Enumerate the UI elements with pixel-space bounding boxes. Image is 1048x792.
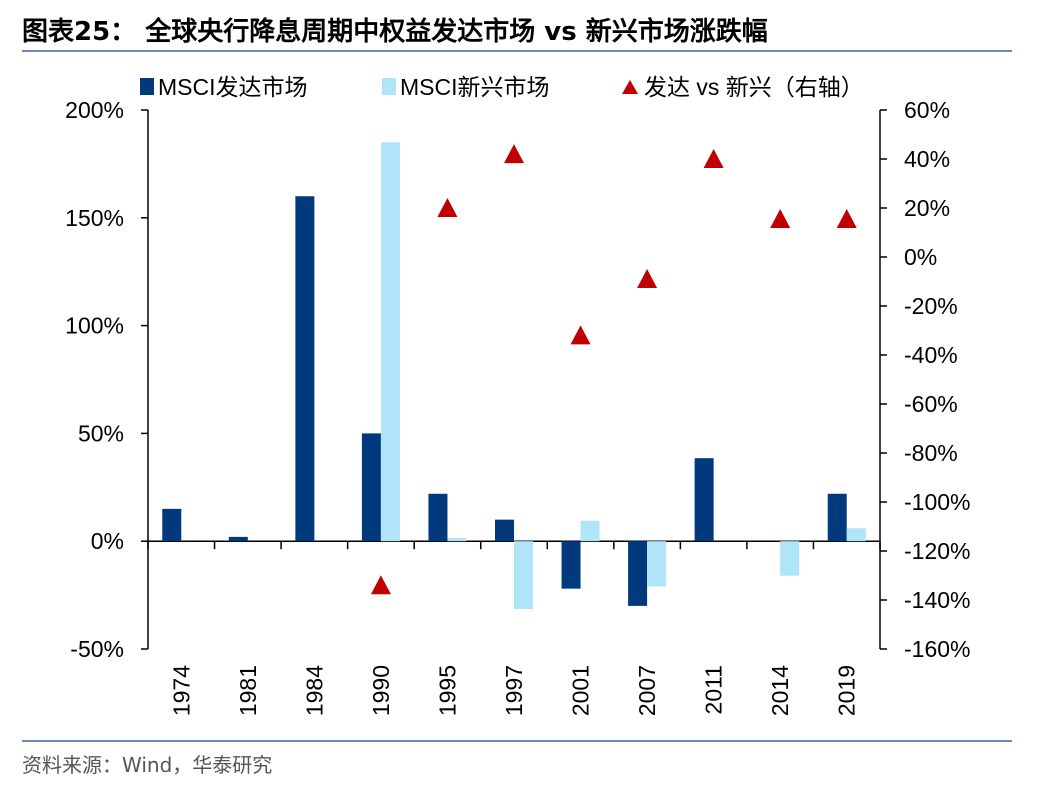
marker-diff [570, 325, 591, 345]
right-axis-tick-label: 40% [904, 146, 950, 172]
right-axis-tick-label: 20% [904, 195, 950, 221]
left-axis-tick-label: 150% [65, 205, 124, 231]
x-axis-tick-label: 1974 [168, 665, 194, 716]
x-axis-tick-label: 2014 [767, 665, 793, 716]
legend-swatch-emerging [382, 78, 396, 95]
marker-diff [836, 209, 857, 229]
x-axis-tick-label: 2019 [834, 665, 860, 716]
x-axis-tick-label: 2001 [568, 665, 594, 716]
legend-marker-diff [622, 80, 638, 94]
x-axis-tick-label: 2011 [701, 665, 727, 714]
bar-emerging [780, 541, 800, 576]
right-axis-tick-label: -160% [904, 636, 970, 662]
left-axis-tick-label: 0% [91, 528, 124, 554]
legend-label-diff: 发达 vs 新兴（右轴） [644, 74, 864, 100]
bar-emerging [380, 142, 400, 542]
bar-emerging [514, 541, 533, 610]
bar-developed [628, 541, 648, 606]
bar-developed [495, 519, 514, 542]
x-axis-tick-label: 1984 [301, 665, 327, 716]
right-axis-tick-label: 60% [904, 97, 950, 123]
bar-developed [428, 493, 448, 542]
bar-developed [827, 493, 847, 542]
marker-diff [703, 149, 724, 168]
right-axis-tick-label: -60% [904, 391, 958, 417]
left-axis-tick-label: -50% [70, 636, 124, 662]
x-axis-tick-label: 1997 [501, 665, 527, 716]
legend-label-developed: MSCI发达市场 [158, 74, 308, 100]
bar-emerging [846, 528, 866, 542]
bar-developed [295, 196, 315, 542]
legend-label-emerging: MSCI新兴市场 [400, 74, 550, 100]
left-axis-tick-label: 100% [65, 313, 124, 339]
legend-swatch-developed [140, 78, 154, 95]
x-axis-tick-label: 1990 [368, 665, 394, 716]
right-axis-tick-label: -20% [904, 293, 958, 319]
source-note: 资料来源：Wind，华泰研究 [22, 753, 272, 777]
chart-title: 图表25： 全球央行降息周期中权益发达市场 vs 新兴市场涨跌幅 [22, 16, 768, 47]
right-axis-tick-label: -120% [904, 538, 970, 564]
right-axis-tick-label: -100% [904, 489, 970, 515]
marker-diff [437, 198, 458, 217]
x-axis-tick-label: 1995 [434, 665, 460, 716]
right-axis-tick-label: -80% [904, 440, 958, 466]
marker-diff [504, 144, 524, 164]
bar-developed [361, 433, 381, 542]
bar-emerging [580, 520, 600, 542]
bar-developed [561, 541, 581, 589]
marker-diff [637, 269, 658, 289]
right-axis-tick-label: -140% [904, 587, 970, 613]
left-axis-tick-label: 50% [78, 420, 124, 446]
x-axis-tick-label: 1981 [235, 665, 261, 716]
right-axis-tick-label: -40% [904, 342, 958, 368]
legend: MSCI发达市场 MSCI新兴市场 发达 vs 新兴（右轴） [140, 74, 864, 100]
marker-diff [770, 209, 791, 229]
bar-emerging [447, 537, 467, 542]
x-axis-tick-label: 2007 [634, 665, 660, 716]
bar-developed [162, 508, 182, 542]
left-axis-tick-label: 200% [65, 97, 124, 123]
bar-developed [694, 458, 714, 542]
right-axis-tick-label: 0% [904, 244, 937, 270]
bar-emerging [647, 541, 667, 587]
bar-developed [228, 536, 248, 542]
marker-diff [370, 575, 391, 595]
